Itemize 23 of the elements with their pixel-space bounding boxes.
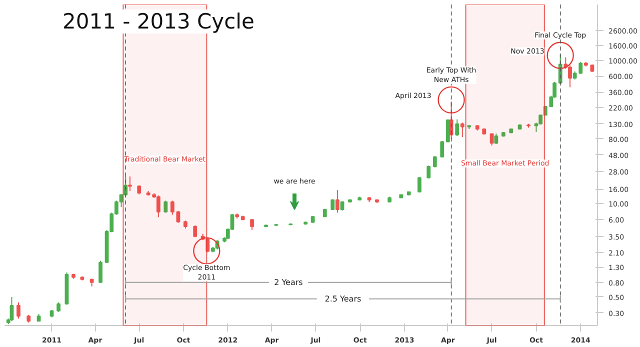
candlestick	[446, 118, 450, 143]
candlestick	[193, 224, 198, 238]
candlestick	[494, 133, 498, 144]
candlestick	[426, 165, 431, 179]
candlestick	[460, 122, 464, 138]
candlestick	[440, 140, 444, 158]
candlestick	[170, 200, 174, 216]
candlestick	[418, 176, 422, 193]
candlestick	[578, 61, 583, 74]
candlestick	[335, 190, 340, 214]
candlestick	[10, 296, 14, 322]
candlestick	[455, 118, 460, 136]
annotation: 2.5 Years	[324, 294, 362, 304]
chart-title: 2011 - 2013 Cycle	[62, 10, 254, 34]
candlestick	[16, 302, 20, 320]
annotation: 2 Years	[274, 278, 303, 287]
candlestick	[98, 260, 102, 284]
candlestick	[156, 195, 160, 218]
candlestick	[128, 176, 132, 192]
candlestick	[250, 218, 254, 230]
candlestick	[490, 132, 494, 146]
candlestick	[56, 302, 60, 312]
candlestick	[432, 156, 437, 168]
